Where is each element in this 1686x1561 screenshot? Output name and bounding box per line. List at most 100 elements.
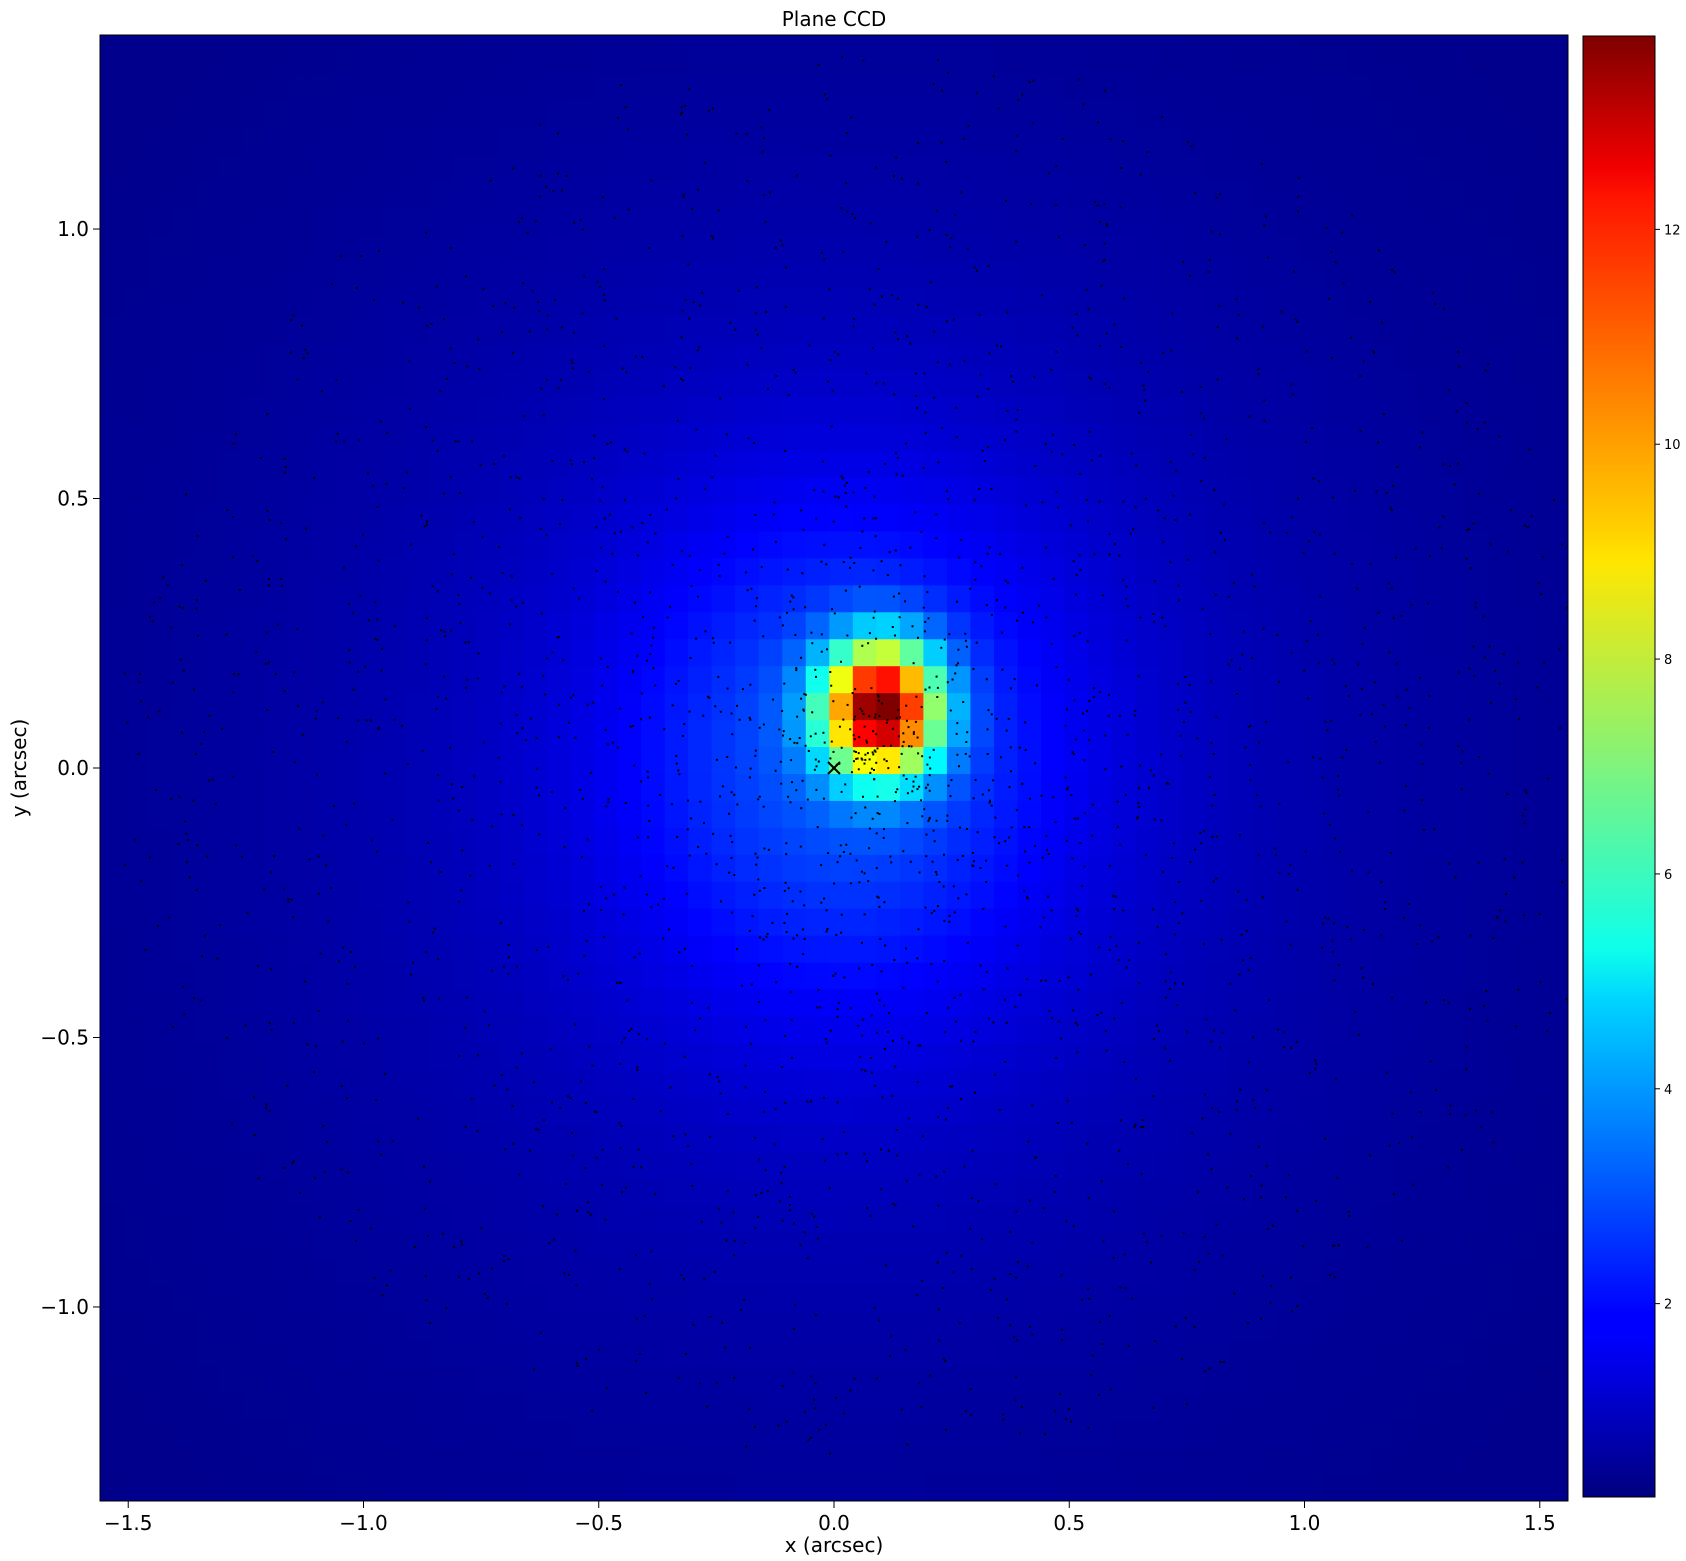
heatmap-pixel: [805, 1204, 830, 1233]
heatmap-pixel: [123, 35, 148, 47]
ray-point: [539, 527, 542, 530]
ray-point: [678, 773, 681, 776]
heatmap-pixel: [946, 1177, 972, 1206]
heatmap-pixel: [1323, 72, 1348, 101]
heatmap-pixel: [1088, 1231, 1113, 1260]
heatmap-pixel: [1417, 99, 1442, 128]
ray-point: [916, 406, 919, 409]
ray-point: [1100, 1011, 1103, 1014]
ray-point: [564, 807, 567, 810]
heatmap-pixel: [1558, 503, 1568, 532]
heatmap-pixel: [1064, 126, 1089, 155]
ray-point: [1207, 1252, 1210, 1255]
heatmap-pixel: [970, 423, 995, 451]
heatmap-pixel: [1041, 369, 1066, 397]
ray-point: [1278, 680, 1280, 683]
heatmap-pixel: [782, 638, 807, 667]
heatmap-pixel: [970, 530, 995, 559]
heatmap-pixel: [1511, 45, 1536, 74]
heatmap-pixel: [688, 881, 713, 909]
heatmap-pixel: [688, 1042, 713, 1071]
heatmap-pixel: [194, 342, 219, 370]
heatmap-pixel: [758, 1177, 783, 1206]
heatmap-pixel: [452, 1150, 478, 1179]
ray-point: [880, 560, 883, 563]
heatmap-pixel: [1252, 773, 1277, 801]
ray-point: [752, 441, 755, 444]
ray-point: [365, 719, 368, 722]
heatmap-pixel: [288, 1069, 313, 1098]
heatmap-pixel: [899, 450, 924, 478]
heatmap-pixel: [899, 1150, 924, 1179]
heatmap-pixel: [711, 1420, 736, 1448]
ray-point: [804, 744, 807, 747]
heatmap-pixel: [1088, 988, 1113, 1017]
ray-point: [1216, 378, 1219, 381]
heatmap-pixel: [1464, 557, 1489, 586]
ray-point: [214, 802, 217, 805]
heatmap-pixel: [1135, 1258, 1160, 1287]
heatmap-pixel: [147, 854, 172, 882]
heatmap-pixel: [1346, 423, 1371, 451]
heatmap-pixel: [241, 503, 266, 532]
heatmap-pixel: [970, 1474, 995, 1501]
heatmap-pixel: [123, 584, 148, 613]
heatmap-pixel: [1041, 476, 1066, 505]
heatmap-pixel: [1017, 1339, 1042, 1367]
heatmap-pixel: [123, 1285, 148, 1313]
heatmap-pixel: [688, 207, 713, 236]
ray-point: [523, 415, 526, 418]
heatmap-pixel: [1558, 1339, 1568, 1367]
heatmap-pixel: [758, 881, 783, 909]
heatmap-pixel: [476, 854, 501, 882]
ray-point: [731, 911, 734, 914]
heatmap-pixel: [1135, 773, 1160, 801]
heatmap-pixel: [1417, 234, 1442, 262]
ray-point: [1258, 741, 1260, 744]
heatmap-pixel: [1182, 476, 1207, 505]
heatmap-pixel: [1417, 476, 1442, 505]
heatmap-pixel: [288, 908, 313, 936]
ray-point: [623, 886, 626, 889]
heatmap-pixel: [123, 1447, 148, 1475]
heatmap-pixel: [1088, 557, 1113, 586]
ray-point: [1172, 494, 1175, 497]
heatmap-pixel: [758, 315, 783, 343]
ray-point: [923, 575, 926, 578]
heatmap-pixel: [876, 1042, 901, 1071]
heatmap-pixel: [1535, 180, 1560, 209]
heatmap-pixel: [1346, 288, 1371, 316]
heatmap-pixel: [1440, 1366, 1466, 1394]
ray-point: [662, 385, 665, 388]
heatmap-pixel: [1558, 99, 1568, 128]
heatmap-pixel: [476, 1474, 501, 1501]
heatmap-pixel: [217, 935, 242, 963]
heatmap-pixel: [1088, 45, 1113, 74]
heatmap-pixel: [1182, 180, 1207, 209]
heatmap-pixel: [1323, 746, 1348, 774]
heatmap-pixel: [1511, 126, 1536, 155]
ray-point: [423, 1207, 426, 1210]
ray-point: [542, 498, 545, 501]
heatmap-pixel: [1488, 1258, 1513, 1287]
heatmap-pixel: [194, 773, 219, 801]
heatmap-pixel: [1370, 396, 1395, 424]
heatmap-pixel: [688, 342, 713, 370]
heatmap-pixel: [1323, 1420, 1348, 1448]
heatmap-pixel: [546, 800, 572, 828]
ray-point: [829, 757, 832, 760]
heatmap-pixel: [264, 719, 289, 748]
heatmap-pixel: [852, 935, 877, 963]
ray-point: [853, 718, 856, 721]
heatmap-pixel: [993, 234, 1019, 262]
heatmap-pixel: [264, 773, 289, 801]
heatmap-pixel: [1041, 692, 1066, 721]
heatmap-pixel: [1346, 1177, 1371, 1206]
ray-point: [1122, 909, 1125, 912]
heatmap-pixel: [1252, 99, 1277, 128]
heatmap-pixel: [758, 638, 783, 667]
heatmap-pixel: [311, 207, 336, 236]
heatmap-pixel: [758, 1150, 783, 1179]
ray-point: [1443, 307, 1446, 310]
heatmap-pixel: [1205, 1366, 1230, 1394]
